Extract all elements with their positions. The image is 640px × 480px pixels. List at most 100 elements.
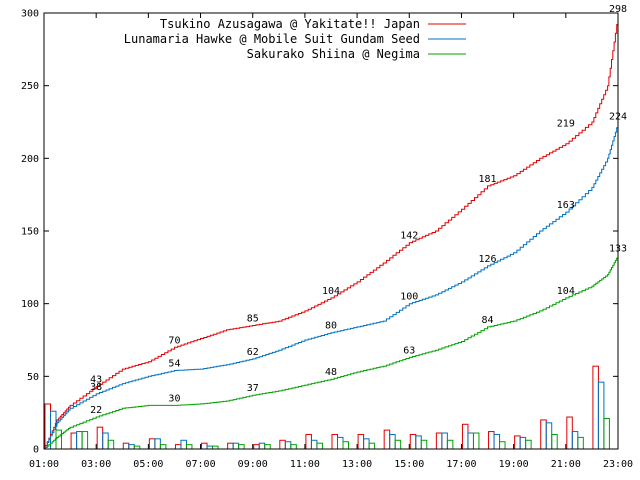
data-label: 38 <box>90 382 102 393</box>
legend-label: Sakurako Shiina @ Negima <box>247 47 420 61</box>
hourly-bar <box>279 439 286 450</box>
hourly-bar <box>185 444 193 450</box>
legend-label: Tsukino Azusagawa @ Yakitate!! Japan <box>160 17 420 31</box>
hourly-bar <box>174 444 182 450</box>
hourly-bar <box>102 432 109 450</box>
hourly-bar <box>128 444 135 450</box>
y-tick-label: 50 <box>27 372 39 383</box>
data-label: 43 <box>90 375 102 386</box>
data-label: 85 <box>247 313 259 324</box>
hourly-bar <box>316 442 323 450</box>
hourly-bar <box>597 381 605 450</box>
data-label: 22 <box>90 405 102 416</box>
hourly-bar <box>253 444 260 450</box>
y-tick-label: 200 <box>21 154 39 165</box>
hourly-bar <box>389 433 396 450</box>
hourly-bar <box>201 442 208 450</box>
x-tick-label: 17:00 <box>446 459 476 470</box>
hourly-bar <box>540 419 547 450</box>
hourly-bar <box>420 439 428 450</box>
hourly-bar <box>571 431 579 450</box>
hourly-bar <box>342 441 349 450</box>
x-tick-label: 09:00 <box>238 459 268 470</box>
x-tick-label: 23:00 <box>603 459 633 470</box>
y-tick-label: 0 <box>33 445 39 456</box>
point-labels: 43 70 85 104 142 181 219 298 38 54 62 80 100 126 163 22… <box>90 4 627 416</box>
data-label: 298 <box>609 4 627 15</box>
hourly-bar <box>96 426 104 450</box>
hourly-bar <box>368 442 376 450</box>
hourly-bar <box>238 444 245 450</box>
x-tick-label: 03:00 <box>81 459 111 470</box>
data-label: 80 <box>325 321 337 332</box>
legend: Tsukino Azusagawa @ Yakitate!! JapanLuna… <box>124 17 466 61</box>
hourly-bar <box>603 417 610 450</box>
hourly-bar <box>357 433 365 450</box>
hourly-bar <box>394 439 402 450</box>
data-label: 163 <box>557 200 575 211</box>
data-label: 54 <box>168 359 180 370</box>
hourly-bar <box>258 442 266 450</box>
y-tick-label: 150 <box>21 227 39 238</box>
data-label: 70 <box>168 335 180 346</box>
series-line-2 <box>44 255 619 450</box>
x-tick-label: 11:00 <box>290 459 320 470</box>
hourly-bar <box>488 431 495 450</box>
legend-label: Lunamaria Hawke @ Mobile Suit Gundam See… <box>124 32 420 46</box>
hourly-bar <box>122 442 130 450</box>
axes: 0 50 100 150 200 250 300 01:00 03:00 05:00 07:00 09… <box>21 9 633 471</box>
x-tick-label: 13:00 <box>342 459 372 470</box>
series-line-1 <box>44 123 619 450</box>
hourly-bar <box>461 423 469 450</box>
series-line-0 <box>44 15 619 450</box>
hourly-bar <box>415 435 422 450</box>
data-label: 104 <box>557 286 575 297</box>
hourly-bar <box>363 438 370 450</box>
hourly-bar <box>514 435 521 450</box>
hourly-bar <box>446 439 454 450</box>
hourly-bar <box>264 444 271 450</box>
cumulative-lines <box>44 15 619 450</box>
hourly-bar <box>566 416 573 450</box>
x-tick-label: 15:00 <box>394 459 424 470</box>
data-label: 104 <box>322 286 340 297</box>
hourly-bar <box>154 438 161 450</box>
y-tick-label: 250 <box>21 81 39 92</box>
hourly-bar <box>551 433 558 450</box>
hourly-bar <box>284 441 292 450</box>
hourly-bar <box>519 436 527 450</box>
hourly-bar <box>592 365 599 450</box>
hourly-bar <box>310 439 318 450</box>
hourly-bar <box>70 432 78 450</box>
hourly-bar <box>467 432 474 450</box>
hourly-bar <box>499 441 506 450</box>
hourly-bar <box>545 422 553 450</box>
data-label: 84 <box>482 315 494 326</box>
data-label: 181 <box>479 174 497 185</box>
hourly-bar <box>305 433 312 450</box>
hourly-bar <box>290 444 297 450</box>
hourly-bar <box>435 432 443 450</box>
data-label: 30 <box>168 393 180 404</box>
x-tick-label: 19:00 <box>499 459 529 470</box>
hourly-bar <box>577 436 584 450</box>
hourly-bar <box>441 432 448 450</box>
data-label: 37 <box>247 383 259 394</box>
hourly-bar <box>76 431 83 450</box>
hourly-bar <box>525 439 532 450</box>
data-label: 219 <box>557 119 575 130</box>
data-label: 126 <box>479 254 497 265</box>
hourly-bar <box>148 438 156 450</box>
x-tick-label: 01:00 <box>29 459 59 470</box>
plot-frame <box>43 12 619 450</box>
data-label: 62 <box>247 347 259 358</box>
y-tick-label: 100 <box>21 299 39 310</box>
hourly-bar <box>159 444 167 450</box>
data-label: 142 <box>400 231 418 242</box>
hourly-bar <box>472 432 480 450</box>
hourly-bar <box>55 429 62 450</box>
hourly-bar <box>107 439 115 450</box>
x-tick-label: 21:00 <box>551 459 581 470</box>
y-tick-label: 300 <box>21 9 39 20</box>
